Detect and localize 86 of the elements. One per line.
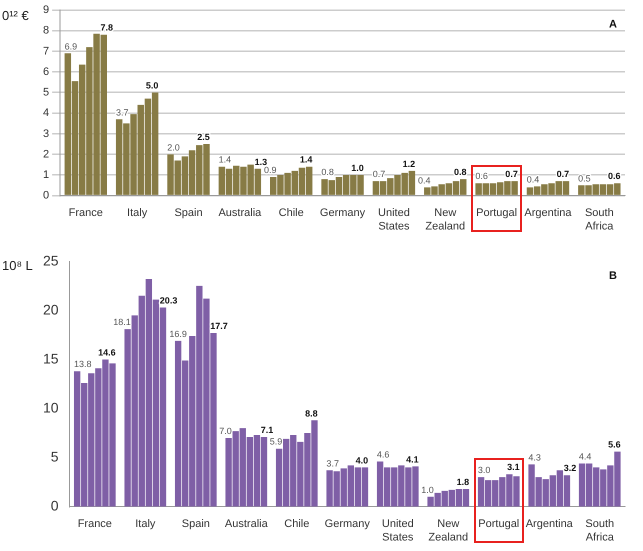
- x-tick-label: Spain: [174, 207, 203, 220]
- data-label: 7.8: [100, 22, 114, 33]
- data-label: 1.8: [456, 476, 470, 487]
- data-label: 3.0: [478, 465, 490, 476]
- data-label: 6.9: [64, 41, 78, 52]
- data-label: 4.4: [578, 451, 592, 462]
- data-label: 0.7: [505, 169, 518, 180]
- x-tick-label: Spain: [182, 518, 210, 530]
- y-tick-label: 5: [50, 448, 59, 464]
- data-label: 17.7: [210, 320, 228, 331]
- x-tick-label: United States: [378, 207, 410, 232]
- x-tick-label: South Africa: [585, 518, 615, 544]
- data-label: 7.1: [260, 424, 274, 435]
- data-label: 16.9: [169, 328, 187, 339]
- data-label: 4.6: [376, 449, 390, 460]
- data-label: 14.6: [98, 347, 116, 358]
- x-tick-label: Portugal: [478, 518, 520, 530]
- y-axis-title: 0¹² €: [2, 8, 29, 23]
- y-tick-label: 5: [42, 86, 50, 99]
- data-label: 1.0: [421, 484, 434, 495]
- x-tick-label: New Zealand: [425, 207, 466, 232]
- data-label: 0.9: [264, 165, 276, 176]
- data-label: 2.5: [197, 132, 210, 142]
- data-label: 0.7: [372, 169, 386, 180]
- data-label: 1.0: [351, 162, 364, 173]
- data-label: 8.8: [305, 408, 318, 418]
- data-label: 13.8: [74, 359, 92, 370]
- x-tick-label: United States: [382, 518, 414, 544]
- x-tick-label: Argentina: [524, 207, 572, 220]
- annotation: A: [609, 18, 618, 31]
- x-tick-label: Italy: [135, 518, 156, 530]
- data-label: 1.2: [402, 158, 416, 169]
- data-label: 1.4: [300, 154, 312, 165]
- x-tick-label: Australia: [218, 207, 262, 220]
- data-label: 0.6: [475, 171, 488, 182]
- x-tick-label: Argentina: [526, 518, 574, 530]
- data-label: 3.1: [507, 462, 520, 472]
- data-label: 20.3: [160, 295, 178, 306]
- data-label: 0.4: [418, 175, 431, 186]
- x-tick-label: Germany: [320, 207, 366, 220]
- data-label: 3.2: [564, 463, 576, 474]
- x-tick-label: Australia: [224, 518, 269, 530]
- x-tick-label: New Zealand: [428, 518, 468, 544]
- data-label: 4.1: [406, 454, 419, 464]
- y-tick-label: 25: [42, 252, 59, 268]
- y-tick-label: 15: [42, 350, 59, 366]
- x-tick-label: South Africa: [584, 207, 614, 232]
- y-tick-label: 3: [42, 128, 50, 140]
- data-label: 3.7: [116, 107, 128, 118]
- data-label: 5.6: [608, 440, 621, 450]
- y-tick-label: 0: [50, 497, 59, 514]
- annotation: B: [609, 270, 618, 282]
- y-tick-label: 6: [42, 66, 50, 78]
- x-tick-label: Chile: [284, 518, 310, 530]
- data-label: 0.7: [556, 169, 570, 180]
- data-label: 1.3: [254, 156, 268, 167]
- data-label: 5.0: [146, 80, 158, 90]
- data-label: 1.4: [218, 154, 232, 165]
- data-label: 3.7: [326, 458, 339, 468]
- y-tick-label: 2: [42, 148, 50, 160]
- x-tick-label: Italy: [127, 207, 148, 220]
- x-tick-label: Germany: [324, 518, 370, 530]
- data-label: 0.8: [454, 167, 466, 178]
- data-label: 2.0: [167, 142, 180, 152]
- data-label: 0.8: [321, 167, 334, 178]
- data-label: 4.3: [528, 452, 541, 462]
- y-tick-label: 7: [42, 45, 50, 58]
- y-tick-label: 8: [42, 24, 50, 37]
- data-label: 0.6: [608, 171, 621, 182]
- data-label: 4.0: [356, 455, 368, 466]
- x-tick-label: Portugal: [476, 207, 518, 220]
- y-tick-label: 1: [42, 169, 50, 182]
- x-tick-label: Chile: [278, 207, 304, 220]
- y-tick-label: 4: [42, 107, 50, 120]
- y-tick-label: 10: [42, 399, 59, 416]
- data-label: 7.0: [219, 426, 232, 436]
- y-tick-label: 20: [42, 301, 59, 318]
- data-label: 5.9: [270, 436, 282, 447]
- x-tick-label: France: [78, 518, 112, 530]
- data-label: 18.1: [113, 317, 131, 328]
- data-label: 0.4: [526, 174, 540, 184]
- y-tick-label: 9: [42, 4, 50, 16]
- x-tick-label: France: [68, 207, 103, 220]
- data-label: 0.5: [578, 173, 591, 184]
- y-tick-label: 0: [42, 190, 50, 202]
- y-axis-title: 10⁸ L: [2, 258, 33, 273]
